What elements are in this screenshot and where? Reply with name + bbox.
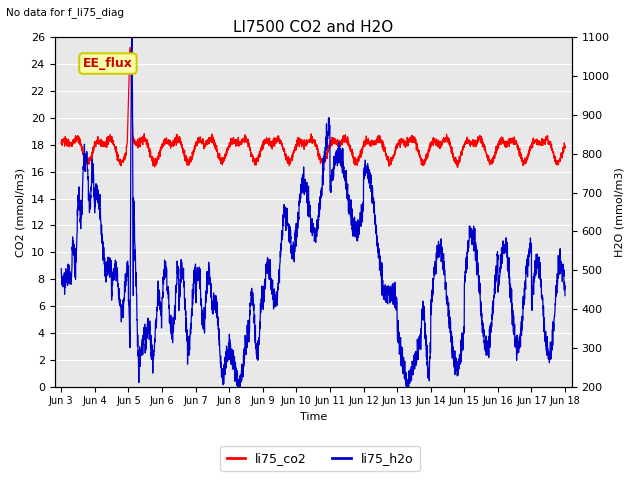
- Text: No data for f_li75_diag: No data for f_li75_diag: [6, 7, 124, 18]
- Title: LI7500 CO2 and H2O: LI7500 CO2 and H2O: [233, 20, 393, 35]
- Text: EE_flux: EE_flux: [83, 57, 133, 70]
- Y-axis label: CO2 (mmol/m3): CO2 (mmol/m3): [15, 168, 25, 256]
- Y-axis label: H2O (mmol/m3): H2O (mmol/m3): [615, 167, 625, 257]
- X-axis label: Time: Time: [300, 412, 327, 422]
- Legend: li75_co2, li75_h2o: li75_co2, li75_h2o: [220, 446, 420, 471]
